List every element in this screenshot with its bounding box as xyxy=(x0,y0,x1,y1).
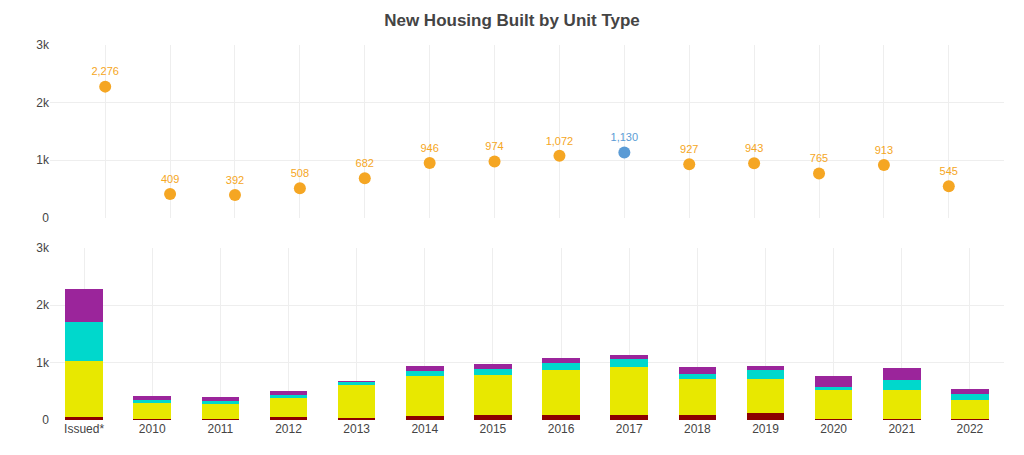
svg-text:1k: 1k xyxy=(36,356,50,370)
svg-text:New Housing Built by Unit Type: New Housing Built by Unit Type xyxy=(384,11,640,30)
svg-text:2014: 2014 xyxy=(411,422,438,436)
svg-text:2010: 2010 xyxy=(139,422,166,436)
svg-text:2022: 2022 xyxy=(957,422,984,436)
svg-text:2019: 2019 xyxy=(752,422,779,436)
svg-text:508: 508 xyxy=(291,167,309,179)
svg-text:3k: 3k xyxy=(36,241,50,255)
svg-text:Issued*: Issued* xyxy=(64,422,104,436)
svg-text:545: 545 xyxy=(940,165,958,177)
svg-text:2017: 2017 xyxy=(616,422,643,436)
svg-text:2021: 2021 xyxy=(888,422,915,436)
svg-text:2015: 2015 xyxy=(480,422,507,436)
svg-text:974: 974 xyxy=(485,140,503,152)
svg-text:2012: 2012 xyxy=(275,422,302,436)
svg-text:913: 913 xyxy=(875,144,893,156)
svg-text:682: 682 xyxy=(356,157,374,169)
svg-text:2020: 2020 xyxy=(820,422,847,436)
svg-text:2,276: 2,276 xyxy=(91,65,119,77)
svg-text:1k: 1k xyxy=(36,153,50,167)
svg-text:409: 409 xyxy=(161,173,179,185)
svg-text:927: 927 xyxy=(680,143,698,155)
svg-text:2011: 2011 xyxy=(207,422,233,436)
svg-text:2k: 2k xyxy=(36,96,50,110)
svg-text:1,130: 1,130 xyxy=(611,131,639,143)
svg-text:765: 765 xyxy=(810,152,828,164)
svg-text:2016: 2016 xyxy=(548,422,575,436)
svg-text:2k: 2k xyxy=(36,298,50,312)
svg-text:943: 943 xyxy=(745,142,763,154)
svg-text:3k: 3k xyxy=(36,38,50,52)
svg-text:2018: 2018 xyxy=(684,422,711,436)
svg-text:0: 0 xyxy=(42,413,49,427)
svg-text:392: 392 xyxy=(226,174,244,186)
svg-text:946: 946 xyxy=(420,142,438,154)
svg-text:2013: 2013 xyxy=(343,422,370,436)
svg-text:1,072: 1,072 xyxy=(546,135,574,147)
svg-text:0: 0 xyxy=(42,211,49,225)
